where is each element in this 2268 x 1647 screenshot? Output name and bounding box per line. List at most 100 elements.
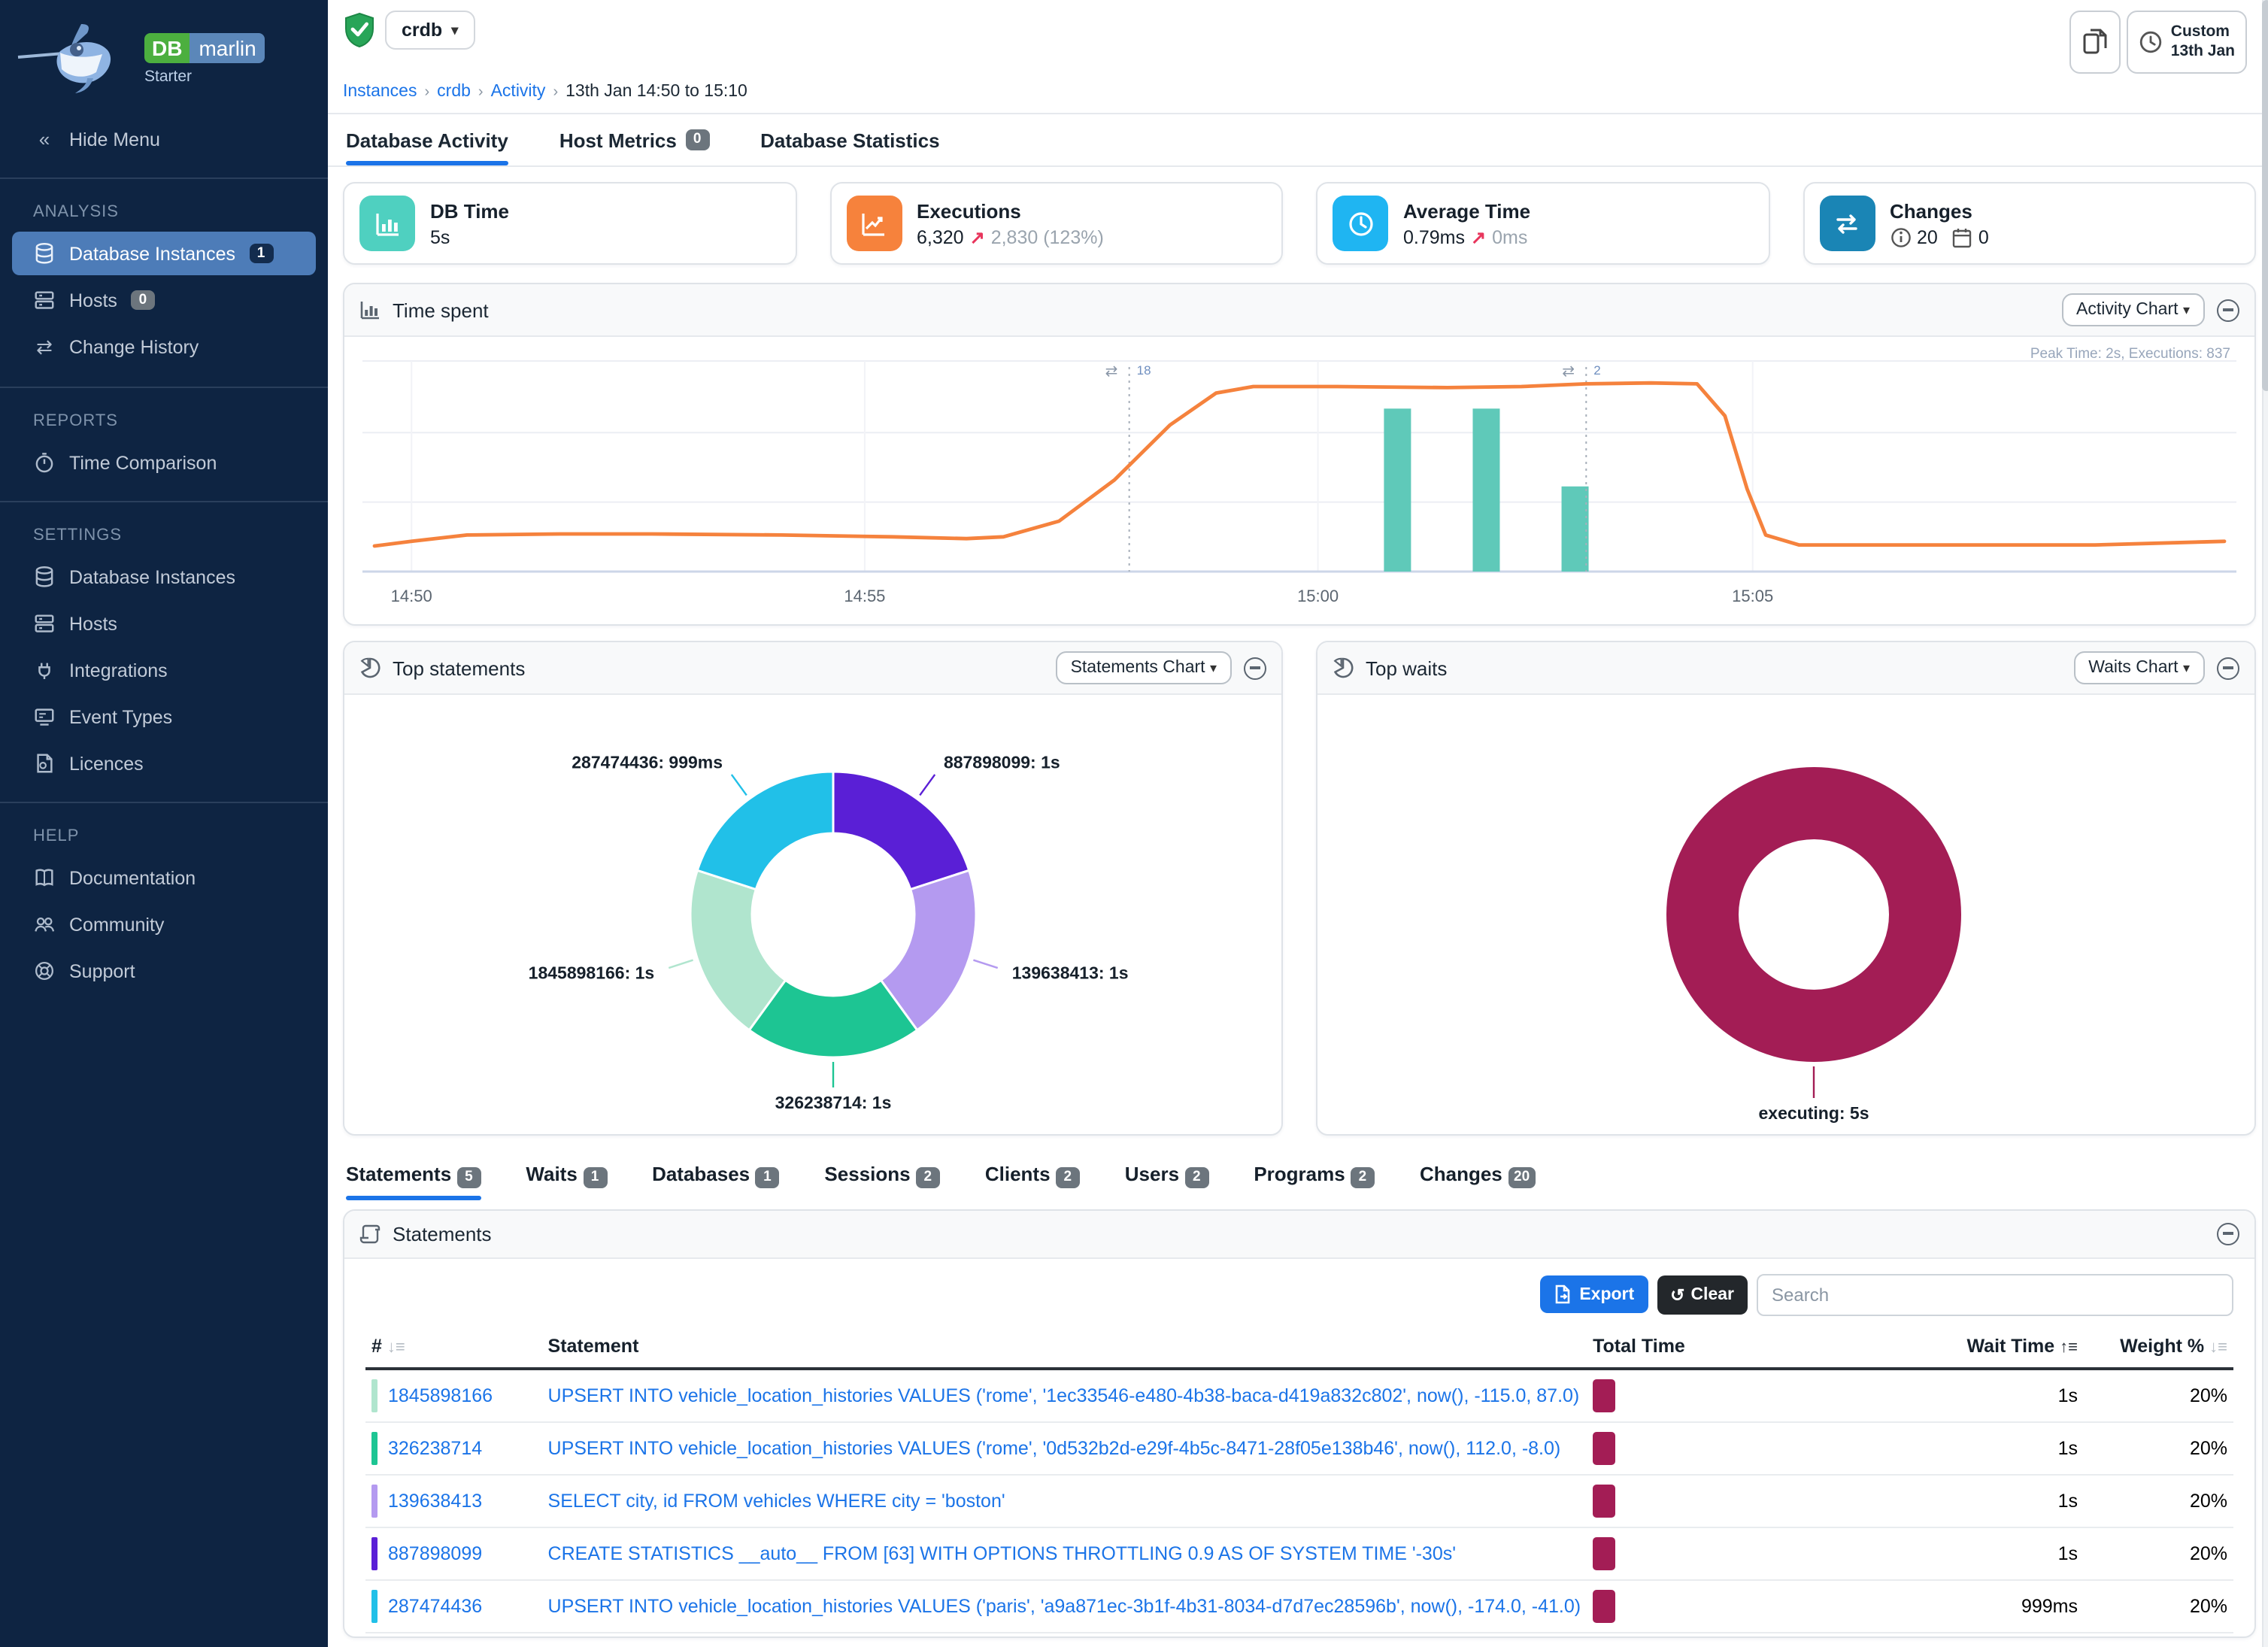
tab-database-activity[interactable]: Database Activity xyxy=(346,129,508,165)
column-header-wait-time[interactable]: Wait Time ↑≡ xyxy=(1809,1327,2084,1369)
tab-changes[interactable]: Changes 20 xyxy=(1420,1163,1536,1200)
sidebar-item-hosts[interactable]: Hosts 0 xyxy=(12,278,316,322)
statement-id-link[interactable]: 326238714 xyxy=(388,1437,483,1458)
compare-copy-button[interactable] xyxy=(2069,11,2121,74)
sidebar-item-documentation[interactable]: Documentation xyxy=(12,856,316,899)
bar-chart-icon xyxy=(359,196,415,251)
statement-text-link[interactable]: SELECT city, id FROM vehicles WHERE city… xyxy=(547,1490,1005,1511)
avg-time-value: 0.79ms xyxy=(1403,226,1465,247)
statement-id-link[interactable]: 287474436 xyxy=(388,1595,483,1616)
svg-text:14:50: 14:50 xyxy=(391,587,432,605)
panel-title: Top waits xyxy=(1366,657,1448,679)
export-button[interactable]: Export xyxy=(1540,1275,1648,1313)
sidebar-item-support[interactable]: Support xyxy=(12,949,316,993)
statement-id-link[interactable]: 139638413 xyxy=(388,1490,483,1511)
sidebar-item-licences[interactable]: Licences xyxy=(12,742,316,785)
column-header-id[interactable]: # ↓≡ xyxy=(365,1327,542,1369)
column-header-weight[interactable]: Weight % ↓≡ xyxy=(2084,1327,2233,1369)
stopwatch-icon xyxy=(35,453,53,473)
top-statements-chart[interactable]: 887898099: 1s 139638413: 1s 326238714: 1s 1… xyxy=(344,695,1281,1134)
sidebar-item-time-comparison[interactable]: Time Comparison xyxy=(12,441,316,484)
breadcrumb-crdb[interactable]: crdb xyxy=(437,83,471,101)
activity-chart[interactable]: Peak Time: 2s, Executions: 837 ⇄ 18 ⇄ 2 14:5… xyxy=(344,337,2254,624)
svg-text:15:05: 15:05 xyxy=(1732,587,1773,605)
people-icon xyxy=(35,917,55,932)
tab-users[interactable]: Users 2 xyxy=(1125,1163,1209,1200)
sidebar-item-label: Database Instances xyxy=(69,566,235,587)
table-row: 139638413 SELECT city, id FROM vehicles … xyxy=(365,1474,2233,1527)
chart-icon xyxy=(359,299,381,320)
breadcrumb-activity[interactable]: Activity xyxy=(490,83,546,101)
breadcrumb-separator: › xyxy=(478,83,484,100)
tab-databases[interactable]: Databases 1 xyxy=(652,1163,780,1200)
sidebar-item-change-history[interactable]: ⇄ Change History xyxy=(12,325,316,370)
clear-button[interactable]: ↺ Clear xyxy=(1657,1275,1748,1314)
scrollbar[interactable] xyxy=(2262,0,2268,1647)
svg-text:1845898166: 1s: 1845898166: 1s xyxy=(529,963,655,982)
tab-waits[interactable]: Waits 1 xyxy=(526,1163,608,1200)
clock-icon xyxy=(1333,196,1388,251)
statement-color-chip xyxy=(371,1589,377,1622)
clock-icon xyxy=(2140,31,2162,53)
tab-host-metrics[interactable]: Host Metrics 0 xyxy=(559,129,710,165)
statement-color-chip xyxy=(371,1379,377,1412)
statements-donut-svg: 887898099: 1s 139638413: 1s 326238714: 1s 1… xyxy=(529,753,1129,1112)
statements-chart-select[interactable]: Statements Chart ▾ xyxy=(1055,651,1232,684)
hide-menu-button[interactable]: « Hide Menu xyxy=(12,117,316,161)
time-range-button[interactable]: Custom 13th Jan xyxy=(2127,11,2247,74)
instance-name: crdb xyxy=(402,20,443,41)
tab-clients[interactable]: Clients 2 xyxy=(985,1163,1080,1200)
top-waits-chart[interactable]: executing: 5s xyxy=(1317,695,2254,1134)
sidebar-item-settings-hosts[interactable]: Hosts xyxy=(12,602,316,645)
sidebar-item-settings-database-instances[interactable]: Database Instances xyxy=(12,555,316,599)
tab-database-statistics[interactable]: Database Statistics xyxy=(760,129,940,152)
statement-text-link[interactable]: UPSERT INTO vehicle_location_histories V… xyxy=(547,1437,1561,1458)
statement-text-link[interactable]: UPSERT INTO vehicle_location_histories V… xyxy=(547,1595,1581,1616)
collapse-panel-icon[interactable] xyxy=(2217,299,2239,321)
sidebar-item-database-instances[interactable]: Database Instances 1 xyxy=(12,232,316,275)
collapse-panel-icon[interactable] xyxy=(2217,1222,2239,1245)
collapse-panel-icon[interactable] xyxy=(2217,657,2239,679)
total-time-bar xyxy=(1593,1589,1616,1622)
statement-text-link[interactable]: UPSERT INTO vehicle_location_histories V… xyxy=(547,1385,1580,1406)
svg-text:887898099: 1s: 887898099: 1s xyxy=(944,753,1060,772)
tab-sessions[interactable]: Sessions 2 xyxy=(824,1163,940,1200)
chevrons-left-icon: « xyxy=(38,128,50,150)
sidebar-item-event-types[interactable]: Event Types xyxy=(12,695,316,739)
top-statements-panel: Top statements Statements Chart ▾ 887898… xyxy=(343,641,1283,1136)
swap-arrows-icon: ⇄ xyxy=(36,335,53,358)
column-header-total-time[interactable]: Total Time xyxy=(1587,1327,1810,1369)
changes-badge: 20 xyxy=(1508,1167,1536,1187)
statement-color-chip xyxy=(371,1431,377,1464)
statement-text-link[interactable]: CREATE STATISTICS __auto__ FROM [63] WIT… xyxy=(547,1542,1457,1564)
chevron-down-icon: ▾ xyxy=(451,22,459,37)
total-time-bar xyxy=(1593,1536,1616,1570)
sidebar-divider xyxy=(0,501,328,502)
svg-text:⇄: ⇄ xyxy=(1105,363,1118,380)
section-analysis: ANALYSIS xyxy=(33,203,119,221)
statement-id-link[interactable]: 887898099 xyxy=(388,1542,483,1564)
svg-text:15:00: 15:00 xyxy=(1297,587,1339,605)
activity-chart-select[interactable]: Activity Chart ▾ xyxy=(2061,293,2205,326)
sidebar-item-label: Database Instances xyxy=(69,243,235,264)
tab-programs[interactable]: Programs 2 xyxy=(1254,1163,1375,1200)
sidebar-item-community[interactable]: Community xyxy=(12,902,316,946)
executions-value: 6,320 xyxy=(917,226,964,247)
waits-chart-select[interactable]: Waits Chart ▾ xyxy=(2073,651,2205,684)
collapse-panel-icon[interactable] xyxy=(1244,657,1266,679)
section-help: HELP xyxy=(33,827,80,845)
svg-text:2: 2 xyxy=(1593,363,1600,378)
sidebar-item-integrations[interactable]: Integrations xyxy=(12,648,316,692)
svg-text:executing: 5s: executing: 5s xyxy=(1759,1103,1869,1123)
sidebar-item-label: Documentation xyxy=(69,867,196,888)
waits-badge: 1 xyxy=(583,1167,608,1187)
statements-table: # ↓≡ Statement Total Time Wait Time ↑≡ W… xyxy=(365,1327,2233,1633)
search-input[interactable] xyxy=(1757,1273,2233,1315)
pie-chart-icon xyxy=(1333,657,1354,678)
svg-text:139638413: 1s: 139638413: 1s xyxy=(1012,963,1129,982)
breadcrumb-instances[interactable]: Instances xyxy=(343,83,417,101)
tab-statements[interactable]: Statements 5 xyxy=(346,1163,481,1200)
instance-selector[interactable]: crdb ▾ xyxy=(385,11,475,50)
statement-id-link[interactable]: 1845898166 xyxy=(388,1385,493,1406)
column-header-statement[interactable]: Statement xyxy=(541,1327,1587,1369)
